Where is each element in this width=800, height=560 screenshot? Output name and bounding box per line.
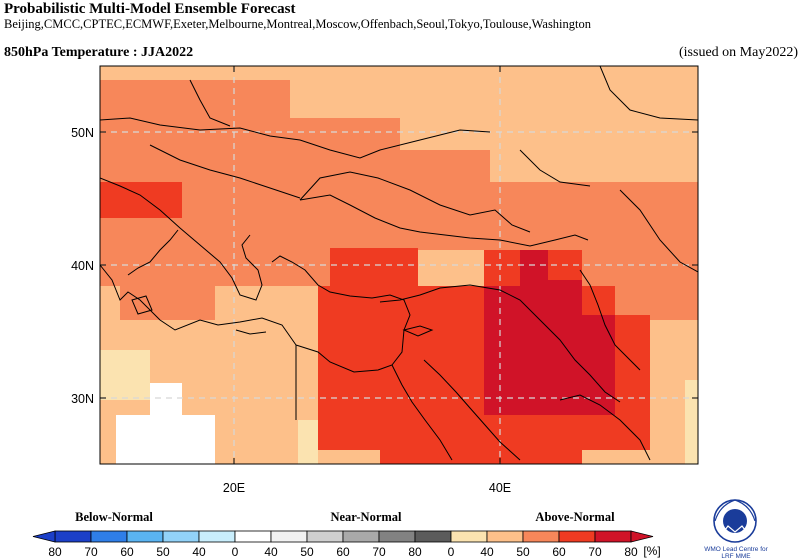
- colorbar-swatch: [198, 530, 236, 543]
- colorbar-right-arrow: [630, 530, 654, 543]
- colorbar-swatch: [450, 530, 488, 543]
- logo-caption: WMO Lead Centre for LRF MME: [704, 546, 768, 560]
- contributing-centres: Beijing,CMCC,CPTEC,ECMWF,Exeter,Melbourn…: [4, 17, 591, 31]
- colorbar-swatch: [306, 530, 344, 543]
- colorbar-tick-label: 70: [588, 545, 602, 559]
- graticule: [100, 66, 698, 464]
- colorbar-tick-label: 80: [48, 545, 62, 559]
- lon-label-20e: 20E: [223, 481, 245, 495]
- probability-colorbar: Below-Normal Near-Normal Above-Normal 80…: [32, 510, 661, 559]
- forecast-title: Probabilistic Multi-Model Ensemble Forec…: [4, 1, 296, 17]
- colorbar-swatch: [594, 530, 632, 543]
- coastlines-and-borders: [100, 66, 698, 461]
- probability-map: [100, 66, 698, 464]
- colorbar-tick-label: 60: [552, 545, 566, 559]
- category-above-normal: Above-Normal: [535, 510, 615, 524]
- colorbar-swatch: [126, 530, 164, 543]
- colorbar-tick-label: 60: [336, 545, 350, 559]
- issue-date: (issued on May2022): [679, 45, 798, 60]
- colorbar-swatch: [270, 530, 308, 543]
- category-near-normal: Near-Normal: [330, 510, 402, 524]
- colorbar-swatch: [378, 530, 416, 543]
- colorbar-swatch: [54, 530, 92, 543]
- lat-label-30n: 30N: [71, 392, 94, 406]
- colorbar-swatch: [414, 530, 452, 543]
- lat-label-50n: 50N: [71, 126, 94, 140]
- lon-label-40e: 40E: [489, 481, 511, 495]
- lat-label-40n: 40N: [71, 259, 94, 273]
- colorbar-swatch: [234, 530, 272, 543]
- colorbar-tick-label: 0: [448, 545, 455, 559]
- colorbar-left-arrow: [32, 530, 56, 543]
- colorbar-tick-label: 80: [408, 545, 422, 559]
- above-normal-40-cells: [100, 350, 698, 464]
- colorbar-tick-label: 80: [624, 545, 638, 559]
- colorbar-swatch: [522, 530, 560, 543]
- colorbar-tick-label: 40: [480, 545, 494, 559]
- wmo-emblem-icon: [713, 499, 757, 543]
- colorbar-swatch: [90, 530, 128, 543]
- colorbar-tick-label: 50: [516, 545, 530, 559]
- colorbar-unit: [%]: [643, 544, 660, 558]
- colorbar-swatch: [162, 530, 200, 543]
- category-below-normal: Below-Normal: [75, 510, 153, 524]
- colorbar-labels: 80 70 60 50 40 0 40 50 60 70 80 0 40 50 60 70 80: [48, 545, 638, 559]
- variable-season-title: 850hPa Temperature : JJA2022: [4, 45, 194, 60]
- colorbar-tick-label: 60: [120, 545, 134, 559]
- colorbar-swatches: [32, 530, 654, 543]
- axis-ticks: [100, 66, 698, 464]
- above-normal-80-cells: [484, 250, 615, 415]
- colorbar-tick-label: 40: [192, 545, 206, 559]
- colorbar-tick-label: 50: [300, 545, 314, 559]
- colorbar-tick-label: 50: [156, 545, 170, 559]
- colorbar-swatch: [486, 530, 524, 543]
- colorbar-tick-label: 70: [84, 545, 98, 559]
- colorbar-swatch: [558, 530, 596, 543]
- colorbar-swatch: [342, 530, 380, 543]
- colorbar-tick-label: 0: [232, 545, 239, 559]
- colorbar-tick-label: 40: [264, 545, 278, 559]
- white-cells: [116, 383, 215, 464]
- colorbar-tick-label: 70: [372, 545, 386, 559]
